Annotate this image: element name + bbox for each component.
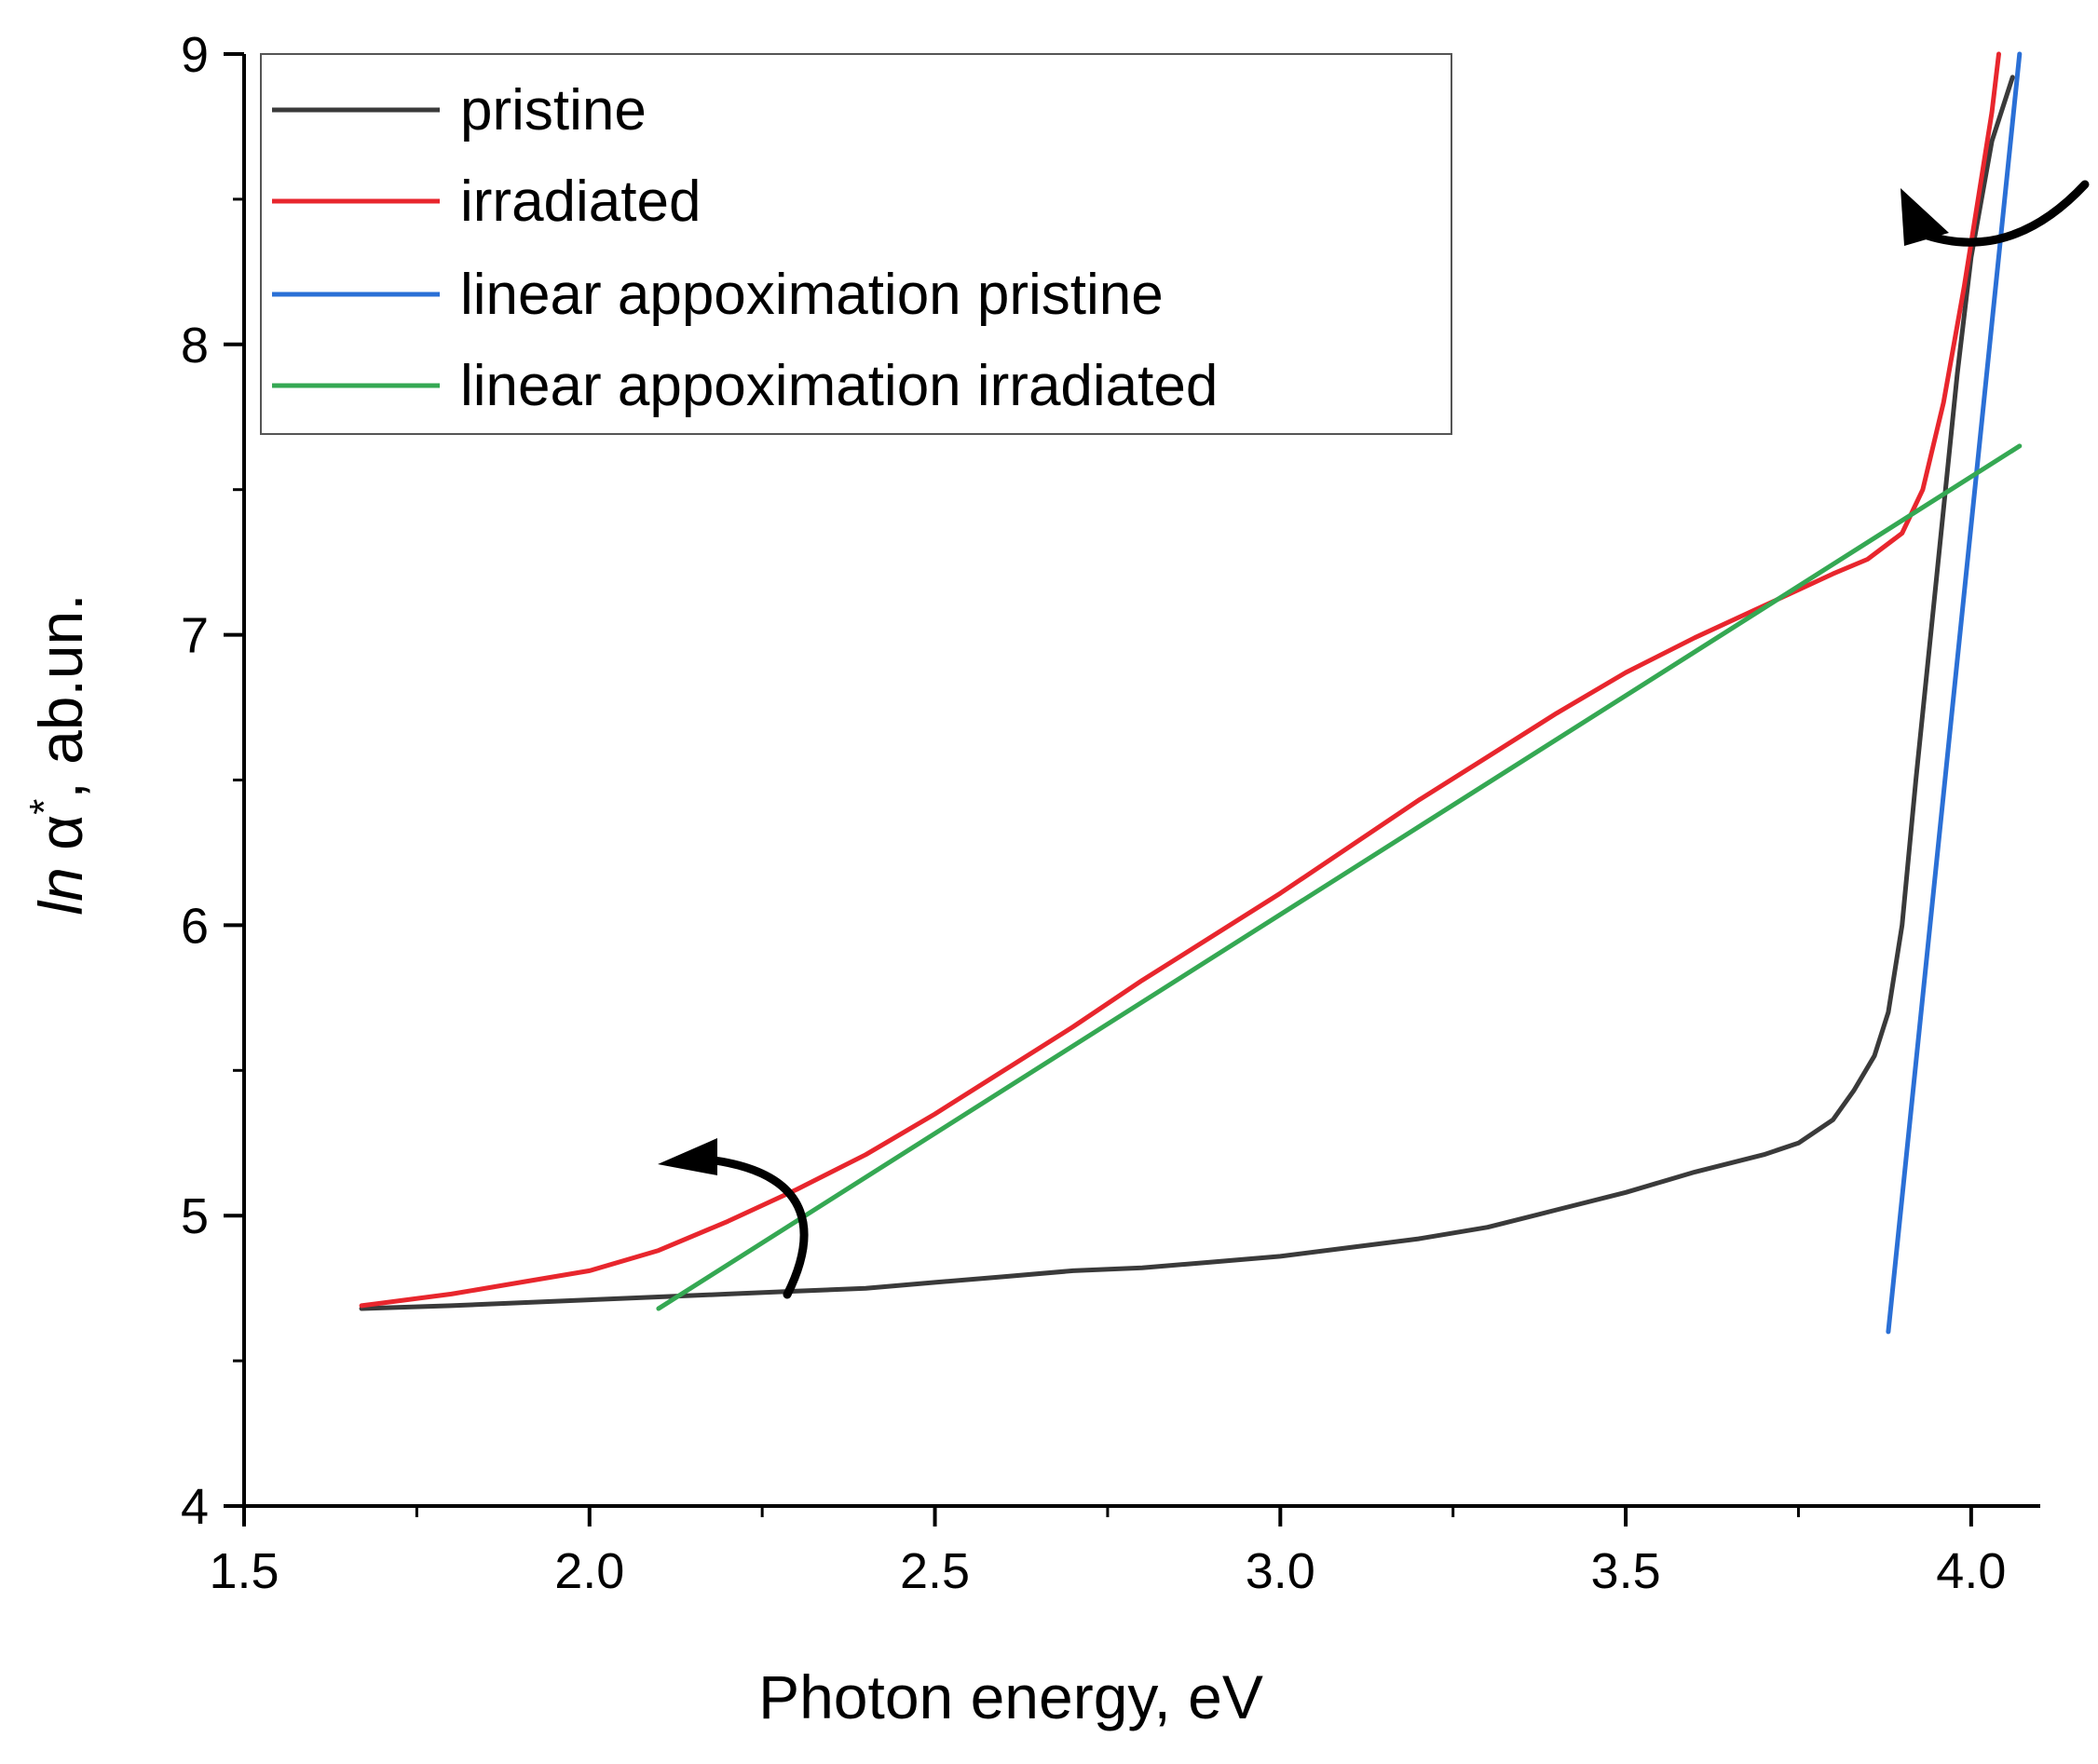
curved-arrow-left-icon bbox=[703, 1155, 809, 1299]
curved-arrow-right-icon bbox=[1914, 180, 2090, 247]
legend-label-linear-irradiated: linear appoximation irradiated bbox=[460, 354, 1218, 418]
arrow-left-head-icon bbox=[658, 1138, 717, 1175]
annotation-arrows bbox=[658, 180, 2090, 1299]
legend-label-linear-pristine: linear appoximation pristine bbox=[460, 263, 1164, 327]
series-irradiated bbox=[359, 51, 2001, 1309]
legend-box bbox=[260, 53, 1452, 435]
x-tick-label: 4.0 bbox=[1936, 1543, 2006, 1599]
x-tick-label: 3.5 bbox=[1591, 1543, 1661, 1599]
legend-label-pristine: pristine bbox=[460, 78, 647, 142]
y-tick-label: 4 bbox=[181, 1479, 209, 1535]
series-pristine bbox=[359, 75, 2015, 1311]
x-tick-label: 2.5 bbox=[900, 1543, 970, 1599]
x-tick-label: 1.5 bbox=[209, 1543, 279, 1599]
ticks: 1.5 2.0 2.5 3.0 3.5 4.0 4 5 6 7 8 9 bbox=[181, 27, 2006, 1599]
y-axis-title-unit: , ab.un. bbox=[26, 593, 95, 798]
x-tick-label: 2.0 bbox=[554, 1543, 624, 1599]
legend: pristine irradiated linear appoximation … bbox=[260, 53, 1452, 435]
y-axis-title: ln α*, ab.un. bbox=[21, 593, 95, 915]
y-axis-title-ln: ln bbox=[26, 867, 95, 915]
y-tick-label: 5 bbox=[181, 1188, 209, 1244]
x-tick-label: 3.0 bbox=[1246, 1543, 1315, 1599]
series-lines bbox=[359, 51, 2023, 1335]
y-axis-title-superscript: * bbox=[21, 799, 67, 815]
x-axis-title: Photon energy, eV bbox=[758, 1662, 1263, 1731]
legend-label-irradiated: irradiated bbox=[460, 170, 701, 234]
y-axis-title-space bbox=[26, 850, 95, 867]
y-axis-title-symbol: α bbox=[26, 815, 95, 850]
y-tick-label: 9 bbox=[181, 27, 209, 83]
series-linear-irradiated bbox=[656, 443, 2023, 1311]
series-linear-pristine bbox=[1886, 51, 2023, 1335]
arrow-right-head-icon bbox=[1900, 188, 1949, 246]
y-tick-label: 8 bbox=[181, 318, 209, 373]
y-tick-label: 6 bbox=[181, 898, 209, 954]
y-tick-label: 7 bbox=[181, 608, 209, 664]
